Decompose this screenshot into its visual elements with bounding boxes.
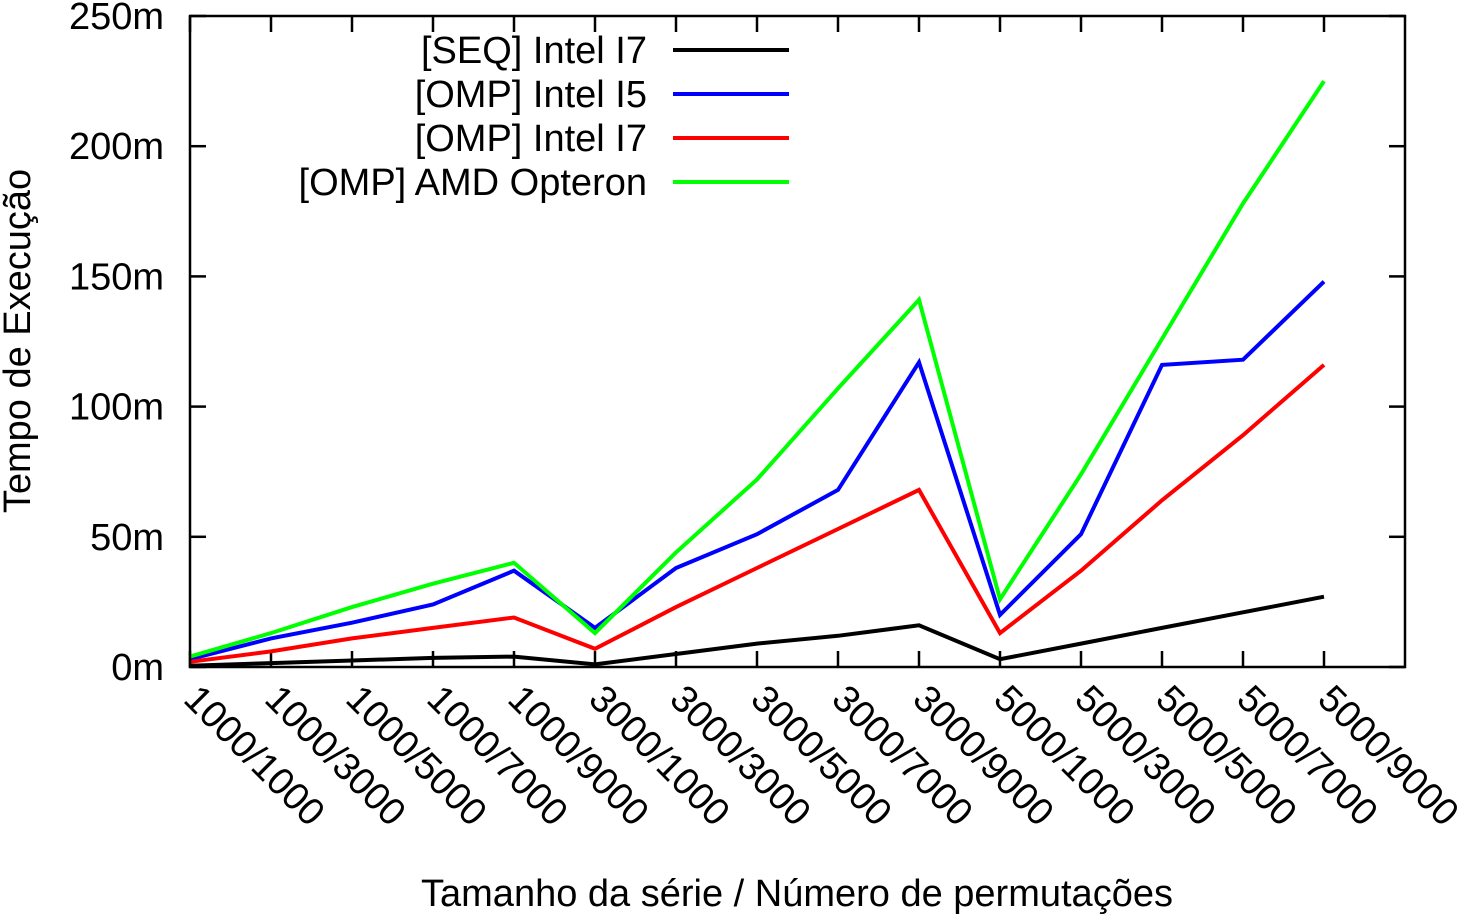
y-axis-label: Tempo de Execução <box>0 169 39 513</box>
legend-label: [SEQ] Intel I7 <box>421 30 647 72</box>
y-tick-label: 50m <box>90 517 164 559</box>
x-tick-labels: 1000/10001000/30001000/50001000/70001000… <box>176 678 1467 835</box>
y-tick-label: 100m <box>69 387 164 429</box>
series-line-3 <box>189 79 1326 659</box>
plot-frame <box>188 14 1407 669</box>
x-axis-label: Tamanho da série / Número de permutações <box>421 873 1173 915</box>
y-tick-labels: 0m 50m 100m 150m 200m 250m <box>69 0 164 689</box>
ticks-layer <box>188 14 1405 669</box>
legend-label: [OMP] Intel I7 <box>415 118 647 160</box>
series-line-2 <box>189 363 1326 664</box>
y-tick-label: 250m <box>69 0 164 38</box>
y-tick-label: 0m <box>111 647 164 689</box>
series-layer <box>189 79 1326 668</box>
series-line-0 <box>189 594 1325 668</box>
y-tick-label: 200m <box>69 126 164 168</box>
legend-label: [OMP] AMD Opteron <box>299 162 647 204</box>
legend-label: [OMP] Intel I5 <box>415 74 647 116</box>
y-tick-label: 150m <box>69 256 164 298</box>
legend: [SEQ] Intel I7[OMP] Intel I5[OMP] Intel … <box>299 30 789 204</box>
series-line-1 <box>189 280 1326 662</box>
